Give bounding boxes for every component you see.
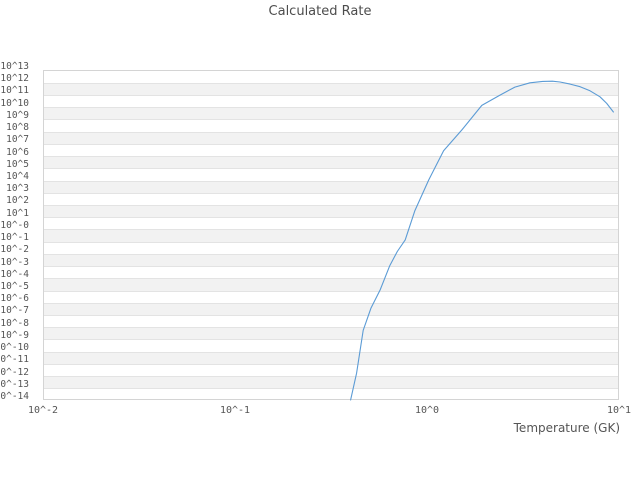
y-tick-label: 10^-11: [0, 354, 29, 366]
y-tick-label: 10^-12: [0, 366, 29, 378]
y-gridline: [44, 180, 618, 182]
y-gridline: [44, 217, 618, 219]
decade-band: [44, 352, 618, 365]
y-tick-label: 10^12: [0, 73, 29, 85]
y-gridline: [44, 266, 618, 268]
y-tick-label: 10^10: [0, 97, 29, 109]
y-tick-label: 10^-7: [0, 305, 29, 317]
decade-band: [44, 156, 618, 169]
y-gridline: [44, 156, 618, 158]
y-gridline: [44, 314, 618, 316]
y-gridline: [44, 94, 618, 96]
decade-band: [44, 83, 618, 96]
y-gridline: [44, 143, 618, 145]
y-tick-label: 10^2: [6, 195, 29, 207]
decade-band: [44, 254, 618, 267]
y-gridline: [44, 388, 618, 390]
y-gridline: [44, 107, 618, 109]
y-tick-label: 10^5: [6, 158, 29, 170]
y-gridline: [44, 376, 618, 378]
y-tick-label: 10^8: [6, 122, 29, 134]
y-tick-label: 10^4: [6, 171, 29, 182]
y-tick-label: 10^3: [6, 183, 29, 195]
decade-band: [44, 303, 618, 316]
y-gridline: [44, 351, 618, 353]
y-gridline: [44, 192, 618, 194]
y-gridline: [44, 229, 618, 231]
y-tick-label: 10^-4: [0, 268, 29, 280]
y-tick-label: 10^1: [6, 207, 29, 219]
y-tick-label: 10^-9: [0, 329, 29, 341]
x-tick-label: 10^-1: [219, 405, 251, 416]
y-tick-label: 10^-5: [0, 281, 29, 292]
x-tick-label: 10^1: [606, 405, 632, 416]
y-tick-label: 10^11: [0, 85, 29, 97]
y-gridline: [44, 278, 618, 280]
y-tick-label: 10^-10: [0, 342, 29, 354]
y-gridline: [44, 119, 618, 121]
decade-band: [44, 229, 618, 243]
y-tick-label: 10^-8: [0, 317, 29, 329]
y-tick-label: 10^7: [6, 134, 29, 146]
decade-band: [44, 107, 618, 120]
y-gridline: [44, 253, 618, 255]
y-gridline: [44, 327, 618, 329]
y-gridline: [44, 82, 618, 84]
y-tick-label: 10^-1: [0, 232, 29, 244]
decade-band: [44, 205, 618, 218]
y-gridline: [44, 168, 618, 170]
y-tick-label: 10^9: [6, 109, 29, 121]
y-gridline: [44, 131, 618, 133]
y-tick-label: 10^-2: [0, 244, 29, 256]
y-tick-label: 10^13: [0, 61, 29, 72]
decade-band: [44, 327, 618, 340]
y-tick-label: 10^-13: [0, 378, 29, 390]
y-gridline: [44, 339, 618, 341]
y-gridline: [44, 290, 618, 292]
y-tick-label: 10^6: [6, 146, 29, 158]
decade-band: [44, 278, 618, 291]
y-tick-label: 10^-0: [0, 219, 29, 231]
decade-band: [44, 181, 618, 194]
x-axis-label: Temperature (GK): [513, 421, 620, 435]
y-gridline: [44, 302, 618, 304]
y-gridline: [44, 241, 618, 243]
y-gridline: [44, 363, 618, 365]
y-gridline: [44, 204, 618, 206]
y-tick-label: 10^-14: [0, 391, 29, 402]
x-tick-label: 10^0: [414, 405, 440, 416]
decade-band: [44, 376, 618, 389]
plot-area: [43, 70, 619, 400]
y-tick-label: 10^-6: [0, 293, 29, 305]
y-tick-label: 10^-3: [0, 256, 29, 268]
decade-band: [44, 132, 618, 145]
chart-title: Calculated Rate: [268, 4, 372, 19]
x-tick-label: 10^-2: [27, 405, 59, 416]
